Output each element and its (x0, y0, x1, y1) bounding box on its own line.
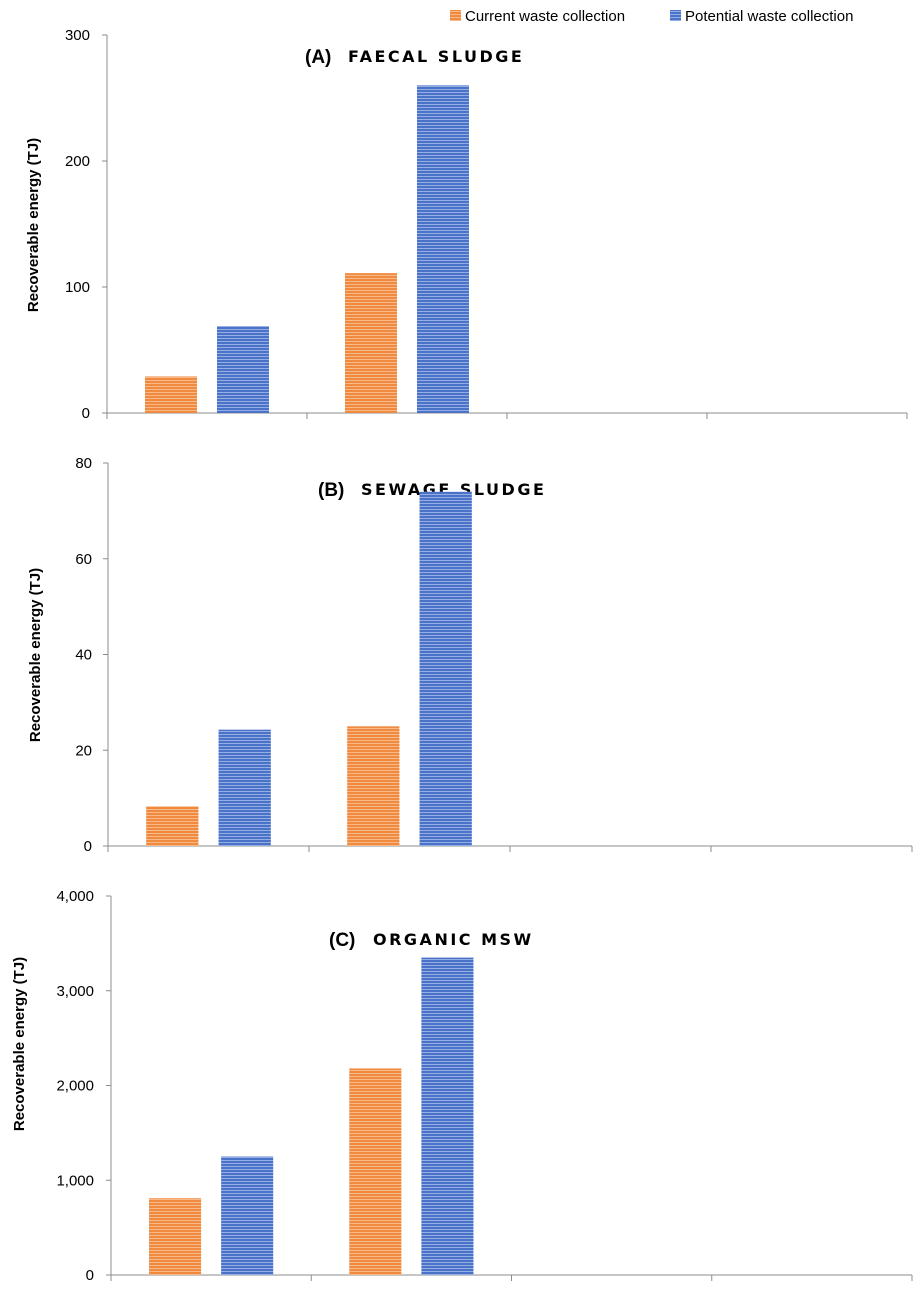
panel-b-y-axis-label: Recoverable energy (TJ) (27, 568, 44, 742)
panel-b-y-tick-label: 80 (75, 455, 92, 472)
legend-label-current: Current waste collection (465, 8, 625, 25)
panel-a-bar-potential (417, 85, 469, 414)
legend-label-potential: Potential waste collection (685, 8, 853, 25)
panel-b-y-tick-label: 40 (75, 647, 92, 664)
panel-b-title-letter: (B) (318, 480, 344, 501)
panel-a-bar-current (345, 273, 397, 413)
legend: Current waste collection Potential waste… (450, 8, 853, 25)
panel-b-bar-current (347, 726, 400, 846)
panel-c-axes: 0 1,000 2,000 3,000 4,000 (56, 888, 913, 1284)
panel-a-y-tick-label: 200 (65, 153, 90, 170)
panel-b-y-tick-label: 60 (75, 551, 92, 568)
panel-c-y-tick-label: 1,000 (56, 1172, 94, 1189)
panel-a-y-axis-label: Recoverable energy (TJ) (25, 138, 42, 312)
panel-a-y-tick-label: 0 (82, 405, 90, 422)
panel-a-axes: 0 100 200 300 (65, 27, 908, 422)
legend-swatch-potential (670, 10, 681, 21)
panel-a-bar-current (145, 376, 197, 413)
panel-c-y-tick-label: 3,000 (56, 983, 94, 1000)
panel-b: (B) SEWAGE SLUDGE Recoverable energy (TJ… (27, 455, 913, 855)
panel-c-y-tick-label: 0 (86, 1267, 94, 1284)
panel-b-y-tick-label: 20 (75, 742, 92, 759)
panel-c: (C) ORGANIC MSW Recoverable energy (TJ) … (11, 888, 913, 1284)
panel-c-y-tick-label: 4,000 (56, 888, 94, 905)
panel-a: (A) FAECAL SLUDGE Recoverable energy (TJ… (25, 27, 908, 422)
panel-b-axes: 0 20 40 60 80 (75, 455, 913, 855)
panel-c-bar-potential (221, 1156, 274, 1275)
panel-c-y-tick-label: 2,000 (56, 1078, 94, 1095)
panel-a-y-tick-label: 300 (65, 27, 90, 44)
panel-b-title-name: SEWAGE SLUDGE (361, 480, 546, 499)
panel-c-title-letter: (C) (329, 930, 355, 951)
panel-c-bar-potential (421, 957, 474, 1275)
panel-c-title-name: ORGANIC MSW (373, 930, 534, 949)
panel-b-bar-current (146, 806, 199, 846)
panel-a-title-name: FAECAL SLUDGE (348, 47, 524, 66)
panel-a-bars (145, 85, 469, 414)
panel-b-bar-potential (419, 491, 472, 846)
panel-a-bar-potential (217, 326, 269, 413)
panel-b-bar-potential (218, 729, 271, 846)
panel-c-bar-current (149, 1198, 202, 1275)
panel-c-y-axis-label: Recoverable energy (TJ) (11, 957, 28, 1131)
panel-a-y-tick-label: 100 (65, 279, 90, 296)
panel-c-bars (149, 957, 474, 1275)
panel-c-bar-current (349, 1068, 402, 1275)
panel-a-title-letter: (A) (305, 47, 331, 68)
panel-b-y-tick-label: 0 (84, 838, 92, 855)
legend-swatch-current (450, 10, 461, 21)
panel-b-bars (146, 491, 472, 846)
